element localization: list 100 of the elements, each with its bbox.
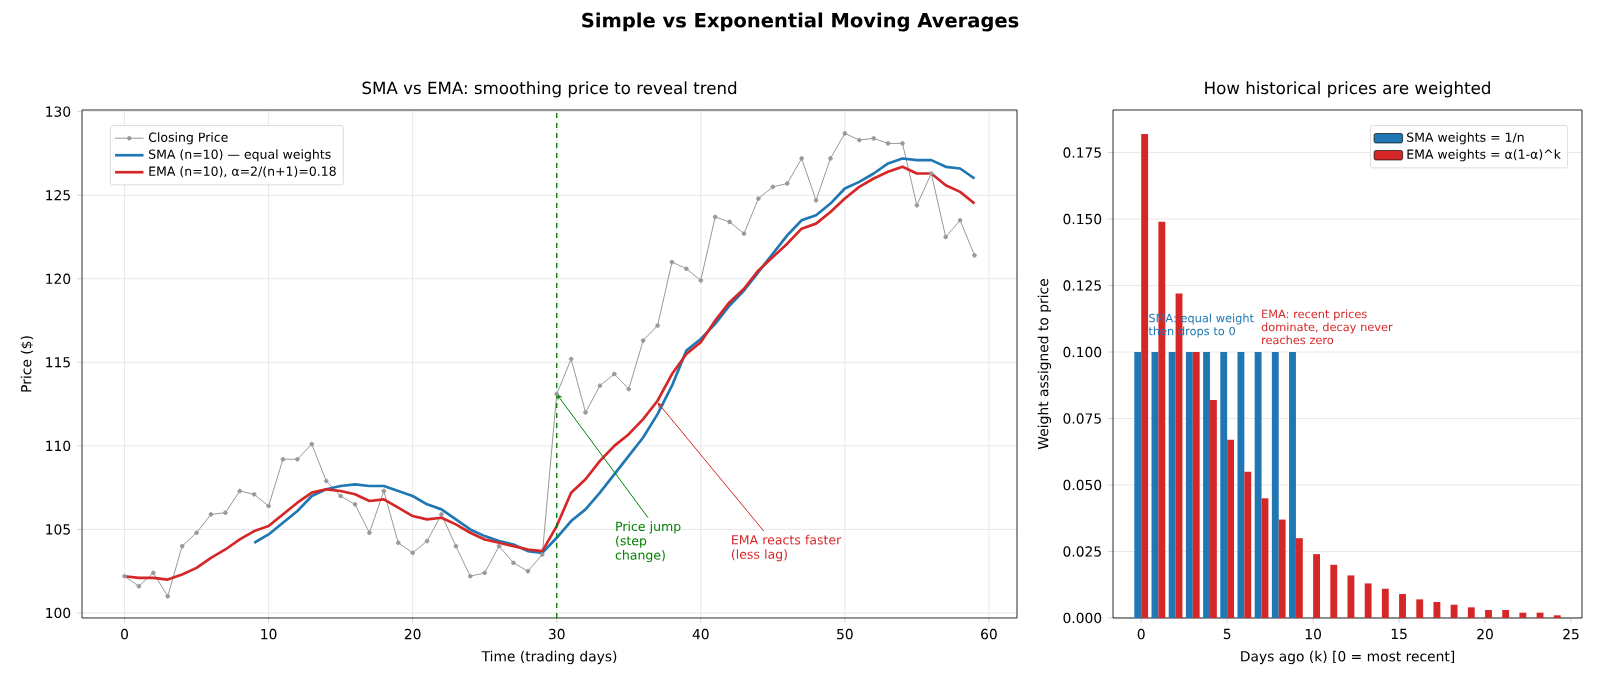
point — [223, 510, 228, 516]
bar — [1209, 399, 1217, 618]
point — [885, 141, 891, 146]
bar — [1203, 352, 1210, 618]
point — [467, 573, 473, 579]
point — [669, 259, 675, 265]
bar — [1416, 599, 1424, 618]
point — [295, 456, 300, 462]
bar — [1364, 583, 1372, 618]
point — [410, 550, 415, 556]
bar — [1227, 439, 1235, 618]
y-tick-label: 0.175 — [1063, 147, 1101, 158]
y-tick-label: 115 — [46, 357, 70, 368]
bar — [1220, 352, 1228, 618]
x-tick-label: 30 — [548, 628, 565, 640]
y-tick-label: 0.025 — [1063, 546, 1101, 557]
point — [352, 502, 358, 507]
point — [251, 492, 257, 497]
bar — [1244, 471, 1252, 618]
legend-label: EMA (n=10), α=2/(n+1)=0.18 — [149, 166, 336, 178]
point — [655, 323, 660, 328]
point — [943, 234, 949, 240]
x-tick-label: 40 — [692, 628, 709, 640]
bar — [1141, 133, 1149, 618]
x-tick-label: 10 — [1305, 628, 1321, 640]
x-tick-label: 20 — [1477, 628, 1493, 640]
y-tick-label: 100 — [46, 607, 71, 619]
point — [813, 197, 819, 203]
point — [395, 540, 401, 546]
point — [626, 386, 632, 392]
legend-label: Closing Price — [148, 132, 228, 145]
bar — [1553, 615, 1561, 618]
point — [539, 552, 545, 557]
bar — [1330, 564, 1338, 618]
bar — [1381, 588, 1389, 618]
y-tick-label: 0.075 — [1063, 413, 1101, 424]
point — [972, 253, 977, 258]
point — [828, 156, 833, 161]
point — [237, 488, 243, 494]
bar — [1295, 538, 1303, 618]
bar — [1519, 612, 1527, 618]
y-tick-label: 0.100 — [1063, 346, 1102, 358]
y-axis-title: Weight assigned to price — [1037, 279, 1052, 450]
y-tick-label: 0.050 — [1063, 479, 1102, 491]
bar — [1185, 352, 1193, 618]
point — [179, 543, 185, 549]
point — [914, 202, 920, 208]
point — [453, 543, 459, 549]
point — [957, 217, 963, 223]
bar — [1433, 602, 1441, 618]
x-tick-label: 25 — [1563, 628, 1579, 640]
point — [367, 530, 372, 536]
point — [424, 538, 430, 544]
point — [928, 171, 934, 176]
text: Simple vs Exponential Moving Averages — [582, 12, 1019, 32]
point — [568, 356, 574, 362]
legend-label: SMA weights = 1/n — [1407, 132, 1524, 145]
bar — [1450, 604, 1458, 618]
x-tick-label: 5 — [1223, 628, 1231, 640]
chart-title: SMA vs EMA: smoothing price to reveal trend — [362, 81, 737, 98]
point — [151, 570, 156, 576]
bar — [1237, 352, 1245, 618]
point — [900, 141, 905, 146]
y-tick-label: 110 — [46, 440, 71, 452]
point — [871, 136, 876, 141]
point — [496, 543, 502, 549]
x-axis-title: Time (trading days) — [481, 650, 617, 665]
bar — [1254, 352, 1262, 618]
bar — [1168, 352, 1176, 618]
bar — [1134, 352, 1142, 618]
bar — [1467, 607, 1475, 618]
bar — [1271, 352, 1279, 618]
y-tick-label: 125 — [46, 189, 70, 201]
point — [511, 560, 516, 566]
point — [698, 278, 704, 283]
bar — [1289, 352, 1296, 618]
chart-title: How historical prices are weighted — [1205, 81, 1490, 98]
legend-label: EMA weights = α(1-α)^k — [1407, 149, 1561, 162]
point — [612, 371, 617, 377]
y-tick-label: 105 — [46, 524, 70, 535]
point — [784, 181, 790, 186]
annotation: EMA reacts faster (less lag) — [731, 534, 842, 562]
y-tick-label: 0.000 — [1063, 612, 1102, 624]
x-axis-title: Days ago (k) [0 = most recent] — [1241, 650, 1455, 665]
point — [856, 137, 862, 143]
x-tick-label: 0 — [1137, 628, 1145, 640]
point — [338, 493, 343, 499]
point — [525, 568, 531, 574]
point — [712, 214, 718, 220]
y-tick-label: 120 — [46, 273, 71, 284]
bar — [1278, 519, 1286, 618]
point — [640, 338, 646, 343]
annotation: Price jump (step change) — [615, 521, 681, 563]
point — [309, 441, 315, 447]
bar — [1502, 610, 1510, 618]
x-tick-label: 10 — [261, 628, 277, 640]
point — [583, 410, 588, 415]
x-tick-label: 20 — [404, 628, 421, 640]
bar — [1399, 594, 1406, 618]
point — [756, 196, 761, 201]
